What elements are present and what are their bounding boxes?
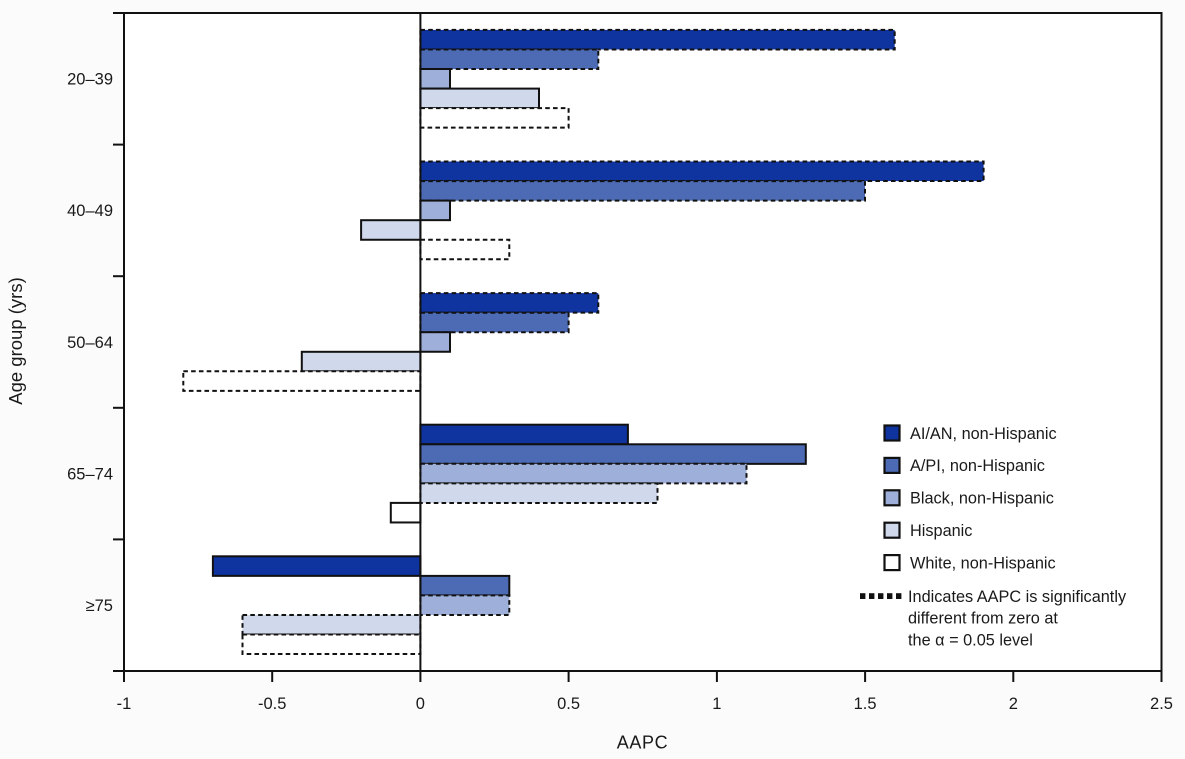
svg-text:Indicates AAPC is significantl: Indicates AAPC is significantly <box>908 588 1127 606</box>
svg-text:65–74: 65–74 <box>67 465 113 483</box>
svg-text:≥75: ≥75 <box>86 597 113 615</box>
svg-text:1.5: 1.5 <box>854 695 877 713</box>
svg-text:Black, non-Hispanic: Black, non-Hispanic <box>910 490 1054 508</box>
svg-text:2: 2 <box>1009 695 1018 713</box>
svg-text:1: 1 <box>712 695 721 713</box>
svg-text:AI/AN, non-Hispanic: AI/AN, non-Hispanic <box>910 425 1057 443</box>
svg-text:Hispanic: Hispanic <box>910 522 972 540</box>
svg-text:A/PI, non-Hispanic: A/PI, non-Hispanic <box>910 457 1045 475</box>
svg-text:White, non-Hispanic: White, non-Hispanic <box>910 554 1056 572</box>
svg-text:40–49: 40–49 <box>67 202 113 220</box>
svg-text:0: 0 <box>416 695 425 713</box>
svg-text:AAPC: AAPC <box>617 733 668 753</box>
svg-text:different from zero at: different from zero at <box>908 610 1058 628</box>
svg-text:0.5: 0.5 <box>557 695 580 713</box>
svg-text:the α = 0.05 level: the α = 0.05 level <box>908 631 1033 649</box>
svg-text:50–64: 50–64 <box>67 334 113 352</box>
svg-text:-0.5: -0.5 <box>258 695 286 713</box>
svg-text:-1: -1 <box>117 695 132 713</box>
svg-text:20–39: 20–39 <box>67 71 113 89</box>
svg-text:2.5: 2.5 <box>1150 695 1173 713</box>
svg-text:Age group (yrs): Age group (yrs) <box>5 277 26 405</box>
